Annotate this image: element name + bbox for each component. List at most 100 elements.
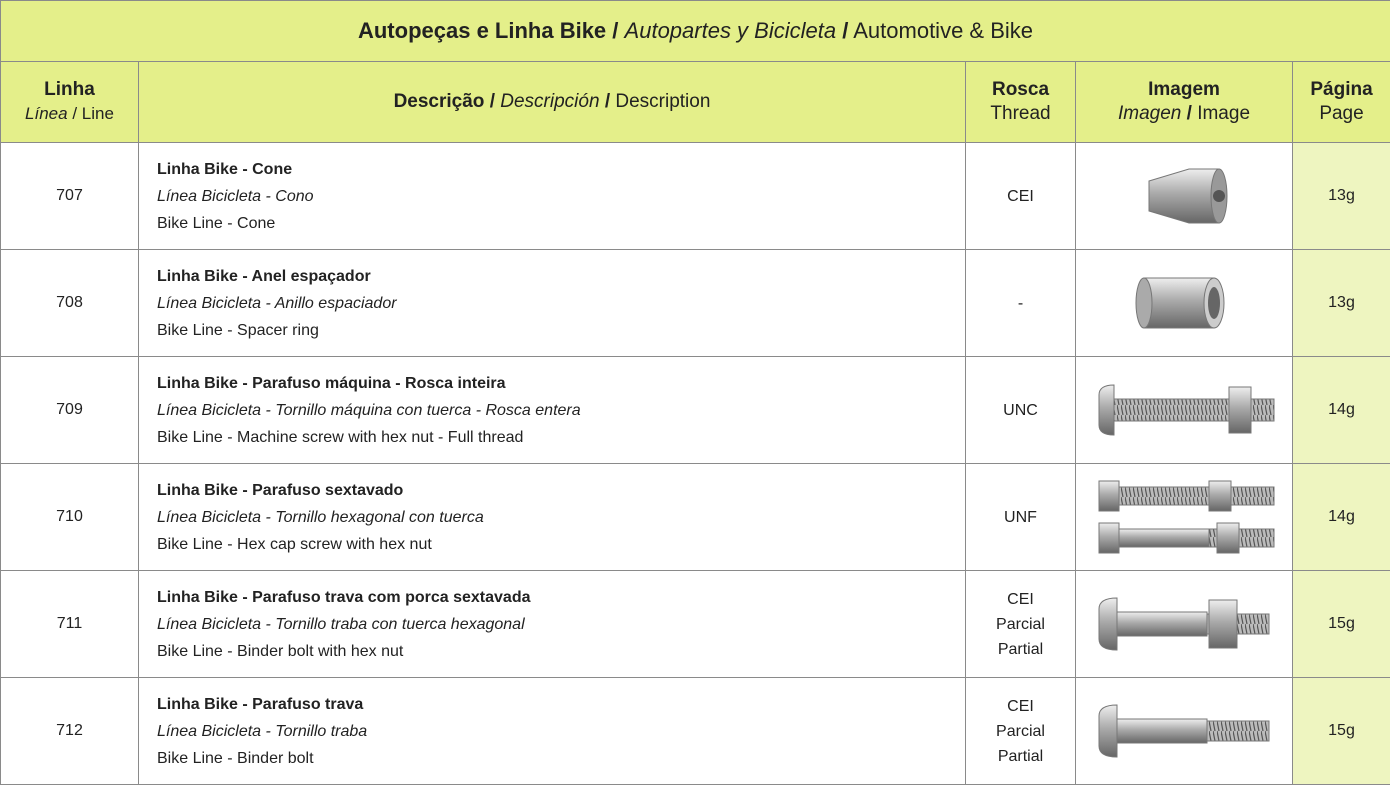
thread-text: - <box>966 291 1075 316</box>
row: 709 Linha Bike - Parafuso máquina - Rosca… <box>1 357 1390 464</box>
description-en: Bike Line - Hex cap screw with hex nut <box>157 536 432 553</box>
thread-text: Partial <box>966 637 1075 662</box>
h: Rosca <box>992 79 1049 100</box>
line-number: 710 <box>1 464 139 571</box>
description-pt: Linha Bike - Parafuso trava <box>157 696 363 713</box>
row: 708 Linha Bike - Anel espaçador Línea Bici… <box>1 250 1390 357</box>
part-image <box>1089 375 1279 445</box>
part-image <box>1129 268 1239 338</box>
h: Línea <box>25 104 68 123</box>
image <box>1076 357 1293 464</box>
part-image <box>1089 584 1279 664</box>
part-image <box>1089 691 1279 771</box>
page-ref: 14g <box>1293 357 1390 464</box>
description-es: Línea Bicicleta - Tornillo hexagonal con… <box>157 509 484 526</box>
thread-text: Partial <box>966 744 1075 769</box>
sep: / <box>842 18 848 43</box>
description-en: Bike Line - Spacer ring <box>157 322 319 339</box>
col-thread: Rosca Thread <box>966 62 1076 143</box>
sep: / <box>612 18 618 43</box>
part-image <box>1129 161 1239 231</box>
description-es: Línea Bicicleta - Tornillo traba <box>157 723 367 740</box>
description-es: Línea Bicicleta - Tornillo traba con tue… <box>157 616 525 633</box>
h: Description <box>615 91 710 112</box>
thread-text: CEI <box>966 587 1075 612</box>
h: Image <box>1197 103 1250 124</box>
description: Linha Bike - Parafuso sextavado Línea Bic… <box>139 464 966 571</box>
image <box>1076 571 1293 678</box>
thread-text: UNC <box>966 398 1075 423</box>
description-es: Línea Bicicleta - Tornillo máquina con t… <box>157 402 581 419</box>
page-ref: 15g <box>1293 678 1390 785</box>
row: 712 Linha Bike - Parafuso trava Línea Bici… <box>1 678 1390 785</box>
description-en: Bike Line - Machine screw with hex nut -… <box>157 429 523 446</box>
h: Line <box>82 104 114 123</box>
line-number: 707 <box>1 143 139 250</box>
title: Autopeças e Linha Bike / Autopartes y Bi… <box>1 1 1390 62</box>
description-pt: Linha Bike - Parafuso sextavado <box>157 482 403 499</box>
thread-text: Parcial <box>966 612 1075 637</box>
description-en: Bike Line - Binder bolt <box>157 750 314 767</box>
image <box>1076 143 1293 250</box>
description: Linha Bike - Anel espaçador Línea Bicicle… <box>139 250 966 357</box>
col-line: Linha Línea / Line <box>1 62 139 143</box>
title-es: Autopartes y Bicicleta <box>625 18 837 43</box>
thread-text: CEI <box>966 184 1075 209</box>
col-description: Descrição / Descripción / Description <box>139 62 966 143</box>
h: Thread <box>990 103 1050 124</box>
thread-text: Parcial <box>966 719 1075 744</box>
h: Descripción <box>500 91 599 112</box>
description-en: Bike Line - Cone <box>157 215 275 232</box>
page-ref: 13g <box>1293 143 1390 250</box>
line-number: 708 <box>1 250 139 357</box>
description: Linha Bike - Parafuso trava Línea Bicicle… <box>139 678 966 785</box>
col-image: Imagem Imagen / Image <box>1076 62 1293 143</box>
row: 711 Linha Bike - Parafuso trava com porca… <box>1 571 1390 678</box>
part-image <box>1089 477 1279 557</box>
line-number: 712 <box>1 678 139 785</box>
h: Page <box>1319 103 1363 124</box>
image <box>1076 250 1293 357</box>
description-en: Bike Line - Binder bolt with hex nut <box>157 643 403 660</box>
description-pt: Linha Bike - Anel espaçador <box>157 268 371 285</box>
page-ref: 14g <box>1293 464 1390 571</box>
row: 707 Linha Bike - Cone Línea Bicicleta - Co… <box>1 143 1390 250</box>
description-pt: Linha Bike - Cone <box>157 161 292 178</box>
image <box>1076 464 1293 571</box>
thread: - <box>966 250 1076 357</box>
thread: UNC <box>966 357 1076 464</box>
description: Linha Bike - Cone Línea Bicicleta - Cono B… <box>139 143 966 250</box>
title-pt: Autopeças e Linha Bike <box>358 18 606 43</box>
h: Imagem <box>1148 79 1220 100</box>
h: Descrição <box>394 91 485 112</box>
line-number: 709 <box>1 357 139 464</box>
title-en: Automotive & Bike <box>853 18 1033 43</box>
image <box>1076 678 1293 785</box>
description-es: Línea Bicicleta - Cono <box>157 188 314 205</box>
h: / <box>72 104 77 123</box>
page-ref: 13g <box>1293 250 1390 357</box>
description: Linha Bike - Parafuso máquina - Rosca in… <box>139 357 966 464</box>
description-pt: Linha Bike - Parafuso máquina - Rosca in… <box>157 375 506 392</box>
row: 710 Linha Bike - Parafuso sextavado Línea … <box>1 464 1390 571</box>
description: Linha Bike - Parafuso trava com porca se… <box>139 571 966 678</box>
header-row: Linha Línea / Line Descrição / Descripció… <box>1 62 1390 143</box>
h: Imagen <box>1118 103 1181 124</box>
h: / <box>490 91 495 112</box>
description-pt: Linha Bike - Parafuso trava com porca se… <box>157 589 530 606</box>
h: Linha <box>44 79 95 100</box>
col-page: Página Page <box>1293 62 1390 143</box>
h: / <box>605 91 610 112</box>
line-number: 711 <box>1 571 139 678</box>
description-es: Línea Bicicleta - Anillo espaciador <box>157 295 397 312</box>
thread: CEI <box>966 143 1076 250</box>
title-row: Autopeças e Linha Bike / Autopartes y Bi… <box>1 1 1390 62</box>
page-ref: 15g <box>1293 571 1390 678</box>
h: / <box>1187 103 1192 124</box>
h: Página <box>1310 79 1372 100</box>
thread-text: CEI <box>966 694 1075 719</box>
